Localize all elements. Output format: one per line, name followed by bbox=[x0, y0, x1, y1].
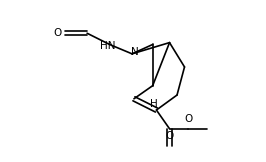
Text: HN: HN bbox=[100, 41, 115, 51]
Text: O: O bbox=[184, 114, 192, 124]
Text: O: O bbox=[165, 131, 174, 141]
Text: N: N bbox=[131, 47, 139, 57]
Text: H: H bbox=[150, 99, 157, 109]
Text: O: O bbox=[53, 28, 61, 38]
